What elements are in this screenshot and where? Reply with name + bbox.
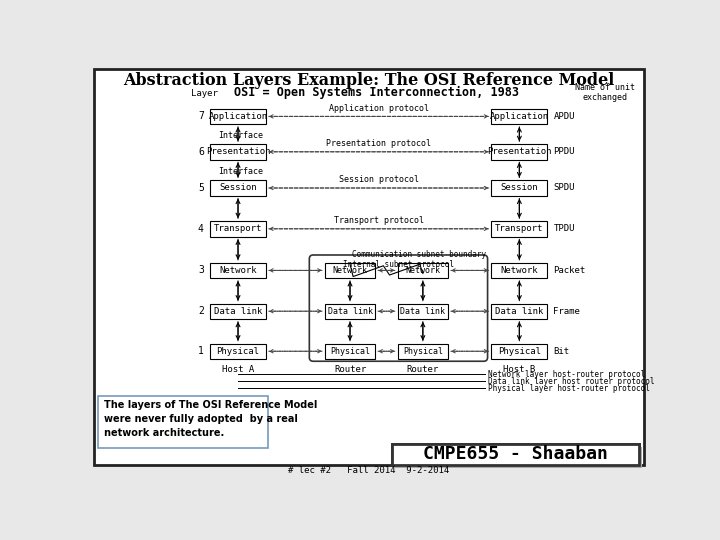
Text: Presentation: Presentation (206, 147, 270, 156)
Bar (210, 262, 266, 278)
Bar (492, 180, 547, 195)
Text: Physical layer host-router protocol: Physical layer host-router protocol (487, 384, 649, 393)
Text: Data link: Data link (214, 307, 262, 316)
Text: Transport: Transport (214, 224, 262, 233)
Text: Data link layer host router protocol: Data link layer host router protocol (487, 377, 654, 386)
Text: APDU: APDU (554, 112, 575, 121)
Bar (210, 144, 266, 159)
Text: The layers of The OSI Reference Model
were never fully adopted  by a real
networ: The layers of The OSI Reference Model we… (104, 400, 318, 438)
Text: Session: Session (500, 184, 538, 192)
Text: # lec #2   Fall 2014  9-2-2014: # lec #2 Fall 2014 9-2-2014 (289, 466, 449, 475)
Text: Frame: Frame (554, 307, 580, 316)
Bar (492, 109, 547, 124)
Text: Interface: Interface (219, 131, 264, 140)
Text: 7: 7 (198, 111, 204, 122)
Text: Network layer host-router protocol: Network layer host-router protocol (487, 370, 645, 379)
Bar (325, 343, 375, 359)
Text: Network: Network (219, 266, 257, 275)
Text: PPDU: PPDU (554, 147, 575, 156)
Text: Data link: Data link (495, 307, 544, 316)
Text: Application: Application (490, 112, 549, 121)
Bar (492, 262, 547, 278)
Text: TPDU: TPDU (554, 224, 575, 233)
Bar (492, 144, 547, 159)
Bar (210, 303, 266, 319)
Text: SPDU: SPDU (554, 184, 575, 192)
Bar (210, 343, 266, 359)
Text: 6: 6 (198, 147, 204, 157)
Text: Application protocol: Application protocol (329, 104, 428, 112)
Bar (210, 221, 266, 237)
Text: CMPE655 - Shaaban: CMPE655 - Shaaban (423, 446, 608, 463)
Text: Presentation: Presentation (487, 147, 552, 156)
Text: Application: Application (209, 112, 268, 121)
Bar (492, 221, 547, 237)
Text: Session: Session (219, 184, 257, 192)
Bar (98, 396, 269, 448)
Text: Internal subnet protocol: Internal subnet protocol (343, 260, 454, 269)
Text: Host B: Host B (503, 365, 536, 374)
Text: Network: Network (405, 266, 441, 275)
Text: 2: 2 (198, 306, 204, 316)
Text: Physical: Physical (217, 347, 259, 356)
Text: Host A: Host A (222, 365, 254, 374)
Text: Layer: Layer (192, 89, 218, 98)
Text: Transport: Transport (495, 224, 544, 233)
Bar (210, 109, 266, 124)
Text: Network: Network (333, 266, 367, 275)
Bar (325, 303, 375, 319)
Text: Physical: Physical (498, 347, 541, 356)
Text: Physical: Physical (403, 347, 443, 356)
Text: Data link: Data link (400, 307, 446, 316)
Bar (397, 262, 448, 278)
Bar (210, 180, 266, 195)
Text: Session protocol: Session protocol (338, 175, 419, 184)
Text: Abstraction Layers Example: The OSI Reference Model: Abstraction Layers Example: The OSI Refe… (123, 72, 615, 89)
Text: OSI = Open Systems Interconnection, 1983: OSI = Open Systems Interconnection, 1983 (234, 86, 519, 99)
Text: Data link: Data link (328, 307, 372, 316)
Bar (492, 303, 547, 319)
Bar (397, 303, 448, 319)
Text: 1: 1 (198, 346, 204, 356)
Text: Packet: Packet (554, 266, 585, 275)
Text: 5: 5 (198, 183, 204, 193)
Text: Router: Router (407, 365, 439, 374)
Text: Bit: Bit (554, 347, 570, 356)
Text: Presentation protocol: Presentation protocol (326, 139, 431, 148)
Bar (392, 444, 639, 465)
Bar (492, 343, 547, 359)
Bar (397, 343, 448, 359)
Text: 3: 3 (198, 265, 204, 275)
Text: Router: Router (334, 365, 366, 374)
Text: Network: Network (500, 266, 538, 275)
Text: Physical: Physical (330, 347, 370, 356)
Text: Communication subnet boundary: Communication subnet boundary (352, 251, 487, 260)
Bar (395, 447, 642, 468)
Text: Transport protocol: Transport protocol (333, 216, 423, 225)
Text: Name of unit
exchanged: Name of unit exchanged (575, 83, 635, 102)
Bar (392, 444, 639, 465)
Text: Interface: Interface (219, 166, 264, 176)
Bar (325, 262, 375, 278)
Text: 4: 4 (198, 224, 204, 234)
